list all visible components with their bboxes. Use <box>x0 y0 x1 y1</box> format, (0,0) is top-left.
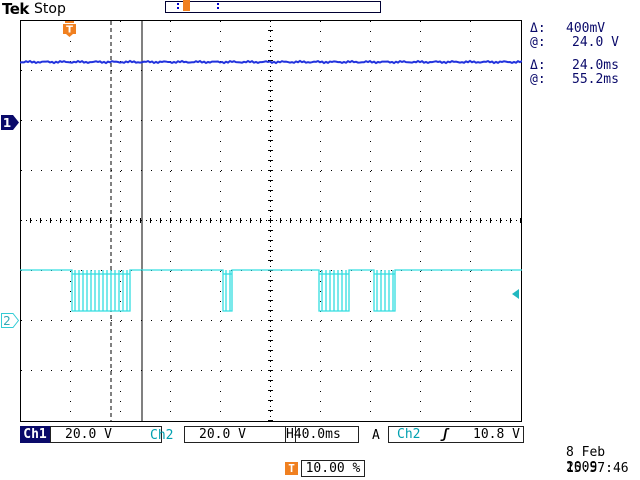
delta-t-value: 24.0ms <box>572 58 619 73</box>
record-trigger-position-icon <box>183 0 190 11</box>
svg-text:1: 1 <box>3 116 11 130</box>
at-t-symbol: @: <box>530 72 546 87</box>
ch2-burst-edges <box>225 270 231 311</box>
waveform-display <box>20 20 522 422</box>
rising-edge-icon: ʃ <box>441 427 449 442</box>
trigger-position[interactable]: 10.00 % <box>301 460 365 477</box>
delta-v-symbol: Δ: <box>530 21 546 36</box>
level-arrow-icon <box>512 289 519 299</box>
time-readout: 15:57:46 <box>566 461 629 476</box>
ch2-burst-edges <box>321 270 347 311</box>
ch1-scale[interactable]: 20.0 V <box>50 426 162 443</box>
trigger-t-icon[interactable]: T <box>63 21 76 37</box>
ch1-waveform <box>20 59 522 65</box>
ch2-burst-edges <box>74 270 128 311</box>
acquisition-mode: A <box>372 428 380 443</box>
at-t-value: 55.2ms <box>572 72 619 87</box>
channel-1-marker-icon[interactable]: 1 <box>1 115 19 130</box>
ch2-waveform <box>20 269 522 312</box>
ch1-label[interactable]: Ch1 <box>20 426 50 443</box>
ch2-burst-edges <box>376 270 394 311</box>
at-v-value: 24.0 V <box>572 35 619 50</box>
ch2-scale[interactable]: 20.0 V <box>184 426 296 443</box>
trigger-settings[interactable]: Ch2 ʃ 10.8 V <box>388 426 524 443</box>
ch2-label[interactable]: Ch2 <box>150 428 174 443</box>
run-status: Stop <box>34 1 66 17</box>
brand-logo: Tek <box>2 0 29 18</box>
record-view-window <box>177 3 219 9</box>
trigger-position-icon: T <box>285 462 298 475</box>
record-length-bar <box>165 1 381 13</box>
trigger-level: 10.8 V <box>473 427 520 442</box>
date-readout: 8 Feb 2009 <box>566 445 606 475</box>
graticule-border <box>20 20 522 422</box>
channel-2-marker-icon[interactable]: 2 <box>1 313 19 328</box>
delta-v-value: 400mV <box>566 21 606 36</box>
graticule-grid <box>21 21 521 421</box>
trigger-source: Ch2 <box>397 427 421 442</box>
at-v-symbol: @: <box>530 35 546 50</box>
svg-text:T: T <box>66 25 73 36</box>
horizontal-scale[interactable]: H40.0ms <box>285 426 359 443</box>
svg-text:2: 2 <box>3 314 11 328</box>
delta-t-symbol: Δ: <box>530 58 546 73</box>
